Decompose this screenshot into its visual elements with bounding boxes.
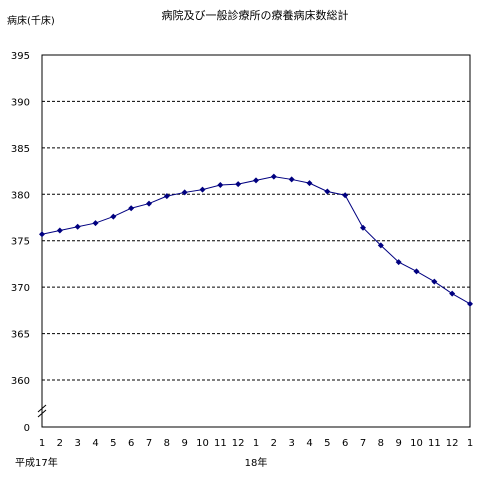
x-tick-6: 6 [128, 438, 134, 449]
x-tick-22: 10 [410, 438, 423, 449]
data-point-16 [306, 180, 313, 187]
gridlines [42, 100, 470, 381]
x-tick-20: 8 [378, 438, 384, 449]
x-tick-19: 7 [360, 438, 366, 449]
x-tick-12: 12 [232, 438, 245, 449]
data-point-12 [235, 181, 242, 188]
data-point-21 [395, 259, 402, 266]
y-tick-365: 365 [11, 330, 30, 341]
data-point-20 [377, 242, 384, 249]
y-tick-395: 395 [11, 51, 30, 62]
y-axis-label: 病床(千床) [7, 14, 55, 27]
data-point-11 [217, 182, 224, 188]
x-tick-24: 12 [446, 438, 459, 449]
data-point-3 [74, 223, 81, 230]
series-markers [39, 173, 473, 307]
data-point-19 [360, 224, 366, 231]
x-tick-15: 3 [288, 438, 294, 449]
data-point-5 [110, 213, 117, 220]
data-point-8 [163, 193, 170, 200]
data-point-7 [146, 200, 152, 207]
x-tick-13: 1 [253, 438, 259, 449]
x-tick-10: 10 [196, 438, 209, 449]
y-tick-375: 375 [11, 237, 30, 248]
x-tick-17: 5 [324, 438, 330, 449]
x-tick-18: 6 [342, 438, 348, 449]
x-tick-25: 1 [467, 438, 473, 449]
year-labels: 平成17年 18年 [15, 456, 267, 469]
year-label-1: 平成17年 [15, 456, 58, 469]
data-point-1 [39, 231, 45, 238]
data-point-24 [449, 290, 456, 297]
x-tick-4: 4 [92, 438, 98, 449]
y-tick-370: 370 [11, 283, 30, 294]
x-tick-5: 5 [110, 438, 116, 449]
plot-area [41, 54, 471, 428]
chart-title: 病院及び一般診療所の療養病床数総計 [162, 8, 349, 22]
y-break-zero-label: 0 [24, 423, 30, 434]
data-point-25 [467, 300, 473, 307]
x-tick-21: 9 [395, 438, 401, 449]
y-tick-390: 390 [11, 97, 30, 108]
x-tick-8: 8 [164, 438, 170, 449]
x-tick-11: 11 [214, 438, 227, 449]
y-tick-labels: 360 365 370 375 380 385 390 395 [11, 51, 30, 387]
data-point-22 [413, 268, 420, 275]
x-tick-7: 7 [146, 438, 152, 449]
x-tick-23: 11 [428, 438, 441, 449]
x-tick-14: 2 [271, 438, 277, 449]
x-tick-2: 2 [57, 438, 63, 449]
data-point-23 [431, 278, 438, 285]
x-tick-16: 4 [306, 438, 312, 449]
x-tick-labels: 1 2 3 4 5 6 7 8 9 10 11 12 1 2 3 4 5 6 7 8 9 10 11 12 1 [39, 438, 473, 449]
x-tick-1: 1 [39, 438, 45, 449]
data-point-13 [253, 177, 259, 184]
data-point-18 [342, 192, 349, 199]
data-point-9 [181, 189, 188, 196]
y-tick-380: 380 [11, 190, 30, 201]
x-tick-9: 9 [181, 438, 187, 449]
data-point-4 [92, 220, 99, 227]
data-point-14 [270, 173, 277, 180]
data-point-10 [199, 186, 206, 193]
axis-break-marker [37, 404, 47, 418]
x-tick-3: 3 [74, 438, 80, 449]
y-tick-360: 360 [11, 376, 30, 387]
year-label-2: 18年 [245, 456, 268, 469]
y-tick-385: 385 [11, 144, 30, 155]
data-point-15 [288, 176, 295, 183]
data-point-6 [128, 205, 135, 212]
data-point-2 [56, 227, 63, 234]
data-point-17 [324, 188, 331, 195]
